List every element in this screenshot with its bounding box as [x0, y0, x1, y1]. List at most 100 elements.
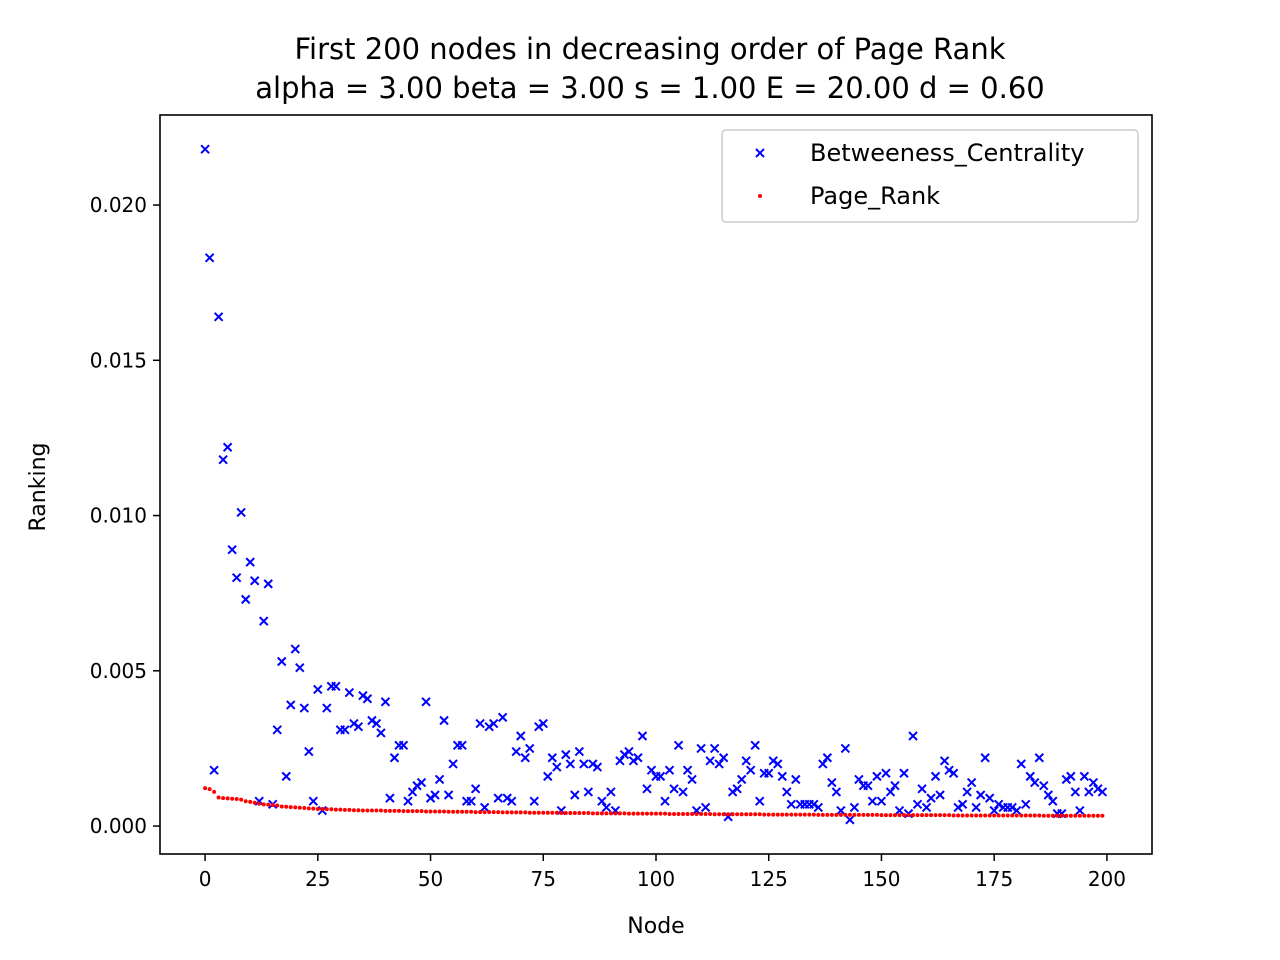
- page-rank-point: [933, 813, 938, 818]
- betweeness-centrality-point: [827, 777, 837, 788]
- betweeness-centrality-point: [574, 746, 585, 757]
- page-rank-point: [798, 812, 803, 817]
- page-rank-point: [387, 808, 392, 813]
- x-tick-label: 175: [975, 867, 1013, 891]
- page-rank-point: [243, 799, 248, 804]
- page-rank-point: [897, 813, 902, 818]
- page-rank-point: [703, 811, 708, 816]
- betweeness-centrality-point: [894, 805, 905, 816]
- betweeness-centrality-point: [520, 753, 530, 763]
- betweeness-centrality-point: [376, 728, 386, 738]
- page-rank-point: [428, 809, 433, 814]
- betweeness-centrality-point: [511, 746, 521, 757]
- betweeness-centrality-point: [565, 759, 576, 769]
- page-rank-point: [987, 813, 992, 818]
- betweeness-centrality-point: [227, 544, 237, 555]
- x-tick-label: 0: [199, 867, 212, 891]
- betweeness-centrality-point: [1034, 753, 1044, 763]
- page-rank-point: [883, 813, 888, 818]
- page-rank-point: [712, 812, 717, 817]
- page-rank-point: [784, 812, 789, 817]
- page-rank-point: [604, 811, 609, 816]
- page-rank-point: [541, 810, 546, 815]
- betweeness-centrality-point: [457, 740, 467, 751]
- page-rank-point: [369, 808, 374, 813]
- page-rank-point: [216, 795, 221, 800]
- page-rank-point: [1046, 813, 1051, 818]
- page-rank-point: [487, 810, 492, 815]
- page-rank-point: [252, 800, 257, 805]
- page-rank-point: [780, 812, 785, 817]
- betweeness-centrality-point: [714, 759, 724, 769]
- page-rank-point: [315, 806, 320, 811]
- betweeness-centrality-point: [1097, 787, 1108, 797]
- page-rank-point: [947, 813, 952, 818]
- page-rank-point: [383, 808, 388, 813]
- page-rank-point: [550, 810, 555, 815]
- betweeness-centrality-point: [773, 759, 783, 769]
- y-tick-label: 0.020: [90, 193, 147, 217]
- page-rank-point: [324, 807, 329, 812]
- page-rank-point: [658, 811, 663, 816]
- betweeness-centrality-point: [488, 718, 499, 729]
- page-rank-point: [545, 810, 550, 815]
- betweeness-centrality-point: [948, 768, 959, 778]
- x-tick-label: 150: [862, 867, 900, 891]
- page-rank-point: [595, 811, 600, 816]
- page-rank-point: [663, 811, 668, 816]
- chart-subtitle: alpha = 3.00 beta = 3.00 s = 1.00 E = 20…: [255, 71, 1044, 105]
- betweeness-centrality-point: [782, 787, 792, 797]
- page-rank-point: [491, 810, 496, 815]
- page-rank-point: [257, 801, 262, 806]
- betweeness-centrality-point: [786, 799, 796, 810]
- betweeness-centrality-point: [1039, 780, 1049, 791]
- betweeness-centrality-point: [439, 715, 449, 726]
- page-rank-point: [825, 812, 830, 817]
- page-rank-point: [455, 809, 460, 814]
- betweeness-centrality-point: [1043, 790, 1053, 800]
- betweeness-centrality-point: [583, 787, 594, 797]
- page-rank-point: [1068, 813, 1073, 818]
- betweeness-centrality-point: [750, 740, 760, 751]
- page-rank-point: [392, 808, 397, 813]
- page-rank-point: [789, 812, 794, 817]
- betweeness-centrality-point: [813, 802, 824, 813]
- page-rank-point: [834, 812, 839, 817]
- page-rank-point: [631, 811, 636, 816]
- page-rank-point: [956, 813, 961, 818]
- page-rank-point: [473, 810, 478, 815]
- betweeness-centrality-point: [831, 787, 842, 797]
- page-rank-point: [1086, 813, 1091, 818]
- betweeness-centrality-point: [678, 787, 688, 797]
- page-rank-point: [311, 806, 316, 811]
- betweeness-centrality-point: [980, 753, 990, 763]
- chart-title: First 200 nodes in decreasing order of P…: [294, 32, 1005, 66]
- page-rank-point: [360, 808, 365, 813]
- betweeness-centrality-point: [935, 790, 945, 800]
- page-rank-point: [865, 812, 870, 817]
- betweeness-centrality-point: [570, 790, 580, 800]
- betweeness-centrality-point: [890, 780, 900, 791]
- page-rank-point: [1037, 813, 1042, 818]
- betweeness-centrality-point: [885, 787, 896, 797]
- betweeness-centrality-point: [975, 790, 986, 800]
- legend-box: [721, 129, 1139, 223]
- betweeness-centrality-point: [407, 787, 418, 797]
- page-rank-point: [469, 809, 474, 814]
- page-rank-point: [261, 802, 266, 807]
- page-rank-point: [793, 812, 798, 817]
- page-rank-point: [509, 810, 514, 815]
- page-rank-point: [802, 812, 807, 817]
- page-rank-point: [1010, 813, 1015, 818]
- page-rank-point: [1059, 813, 1064, 818]
- betweeness-centrality-point: [470, 784, 481, 794]
- page-rank-point: [527, 810, 532, 815]
- page-rank-point: [929, 813, 934, 818]
- series-betweeness-centrality: [200, 144, 1108, 825]
- x-tick-label: 75: [531, 867, 556, 891]
- page-rank-point: [676, 811, 681, 816]
- page-rank-point: [874, 812, 879, 817]
- x-tick-label: 100: [637, 867, 675, 891]
- page-rank-point: [699, 811, 704, 816]
- betweeness-centrality-point: [398, 740, 409, 751]
